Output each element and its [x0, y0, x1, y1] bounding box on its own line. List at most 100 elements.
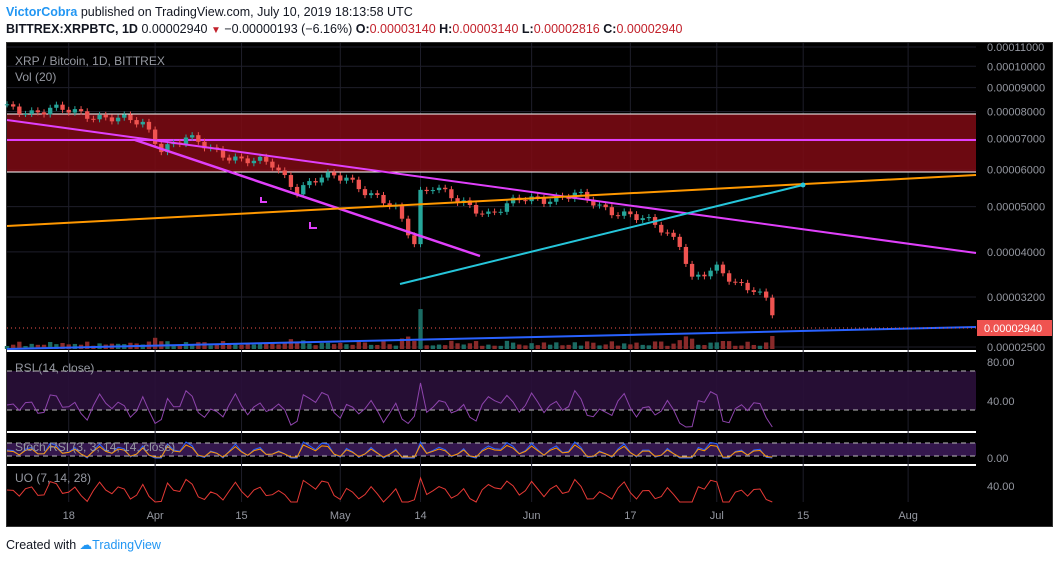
- volume-bar: [208, 345, 213, 349]
- volume-bar: [751, 344, 756, 349]
- candle-body: [745, 282, 750, 291]
- volume-bar: [189, 344, 195, 349]
- candle-body: [54, 104, 59, 108]
- candle-body: [338, 175, 343, 181]
- candle-body: [455, 198, 460, 203]
- high-value: 0.00003140: [452, 22, 519, 36]
- candle-body: [628, 211, 633, 215]
- volume-bar: [48, 341, 53, 349]
- rsi-line: [6, 382, 773, 428]
- price-tick-label: 0.00008000: [987, 106, 1045, 118]
- volume-bar: [239, 344, 244, 349]
- candle-body: [554, 195, 559, 202]
- last-price: 0.00002940: [141, 22, 208, 36]
- volume-bar: [41, 344, 47, 349]
- candle-body: [696, 274, 701, 277]
- time-tick-label: 15: [797, 510, 809, 522]
- candle-body: [251, 160, 257, 164]
- cyan-line-end[interactable]: [800, 182, 806, 188]
- candle-body: [492, 211, 497, 213]
- price-tick-label: 0.00006000: [987, 165, 1045, 177]
- rsi-tick-40: 40.00: [987, 396, 1015, 408]
- volume-bar: [634, 342, 639, 349]
- volume-bar: [714, 342, 719, 349]
- candle-body: [60, 104, 65, 110]
- time-axis-bg: [7, 502, 976, 526]
- volume-bar: [331, 344, 337, 349]
- volume-bar: [615, 345, 621, 349]
- down-arrow-icon: ▼: [210, 25, 221, 36]
- volume-bar: [294, 341, 300, 349]
- candle-body: [91, 118, 96, 120]
- volume-bar: [591, 342, 596, 349]
- candle-body: [671, 232, 676, 237]
- volume-bar: [270, 342, 275, 349]
- volume-bar: [498, 345, 503, 349]
- volume-bar: [504, 340, 510, 349]
- volume-bar: [152, 337, 158, 349]
- volume-bar: [677, 340, 682, 349]
- uo-line: [6, 476, 773, 503]
- volume-bar: [757, 345, 763, 349]
- volume-bar: [412, 340, 417, 349]
- small-bracket-1: [260, 197, 267, 203]
- volume-bar: [214, 345, 220, 349]
- volume-bar: [202, 342, 207, 349]
- candle-body: [78, 109, 84, 112]
- candle-body: [220, 149, 226, 158]
- candle-body: [770, 297, 775, 316]
- low-label: L:: [521, 22, 534, 36]
- volume-bar: [313, 345, 318, 349]
- uo-tick-40: 40.00: [987, 481, 1015, 493]
- small-bracket-2: [309, 222, 317, 229]
- candle-body: [313, 181, 318, 183]
- quote-line: BITTREX:XRPBTC, 1D 0.00002940 ▼ −0.00000…: [6, 21, 1052, 39]
- volume-bar: [739, 345, 744, 349]
- time-tick-label: Jun: [523, 510, 541, 522]
- candle-body: [23, 113, 28, 115]
- candle-body: [473, 204, 479, 214]
- volume-bar: [702, 345, 707, 349]
- volume-bar: [708, 342, 713, 349]
- orange-support-line: [6, 174, 977, 227]
- volume-bars: [4, 309, 775, 349]
- candle-body: [597, 204, 602, 206]
- volume-bar: [523, 345, 528, 349]
- author-link[interactable]: VictorCobra: [6, 5, 78, 19]
- candle-body: [140, 121, 145, 125]
- candle-body: [356, 179, 361, 190]
- candle-body: [245, 158, 250, 164]
- price-tick-label: 0.00005000: [987, 202, 1045, 214]
- volume-bar: [436, 344, 442, 349]
- price-tick-label: 0.00010000: [987, 61, 1045, 73]
- candle-body: [257, 156, 263, 161]
- volume-bar: [430, 345, 436, 349]
- volume-bar: [480, 345, 485, 349]
- candle-body: [29, 110, 34, 114]
- close-label: C:: [603, 22, 617, 36]
- tradingview-link[interactable]: TradingView: [92, 538, 161, 552]
- candle-body: [689, 263, 695, 277]
- volume-bar: [338, 342, 343, 349]
- footer: Created with ☁TradingView: [6, 537, 161, 552]
- volume-bar: [418, 309, 423, 349]
- candle-body: [665, 232, 670, 234]
- time-tick-label: 15: [235, 510, 247, 522]
- tradingview-logo-icon: ☁: [79, 538, 93, 552]
- price-tick-label: 0.00004000: [987, 247, 1045, 259]
- price-change: −0.00000193 (−6.16%): [224, 22, 353, 36]
- volume-bar: [683, 336, 689, 349]
- publish-line: VictorCobra published on TradingView.com…: [6, 4, 1052, 21]
- candle-body: [498, 211, 503, 213]
- volume-bar: [251, 344, 257, 349]
- candle-body: [683, 246, 689, 264]
- volume-bar: [424, 345, 429, 349]
- volume-bar: [375, 344, 380, 349]
- candle-body: [331, 172, 337, 176]
- candle-body: [122, 114, 127, 118]
- volume-bar: [325, 342, 331, 349]
- volume-bar: [578, 345, 584, 349]
- candle-body: [344, 177, 349, 181]
- candle-body: [480, 213, 485, 215]
